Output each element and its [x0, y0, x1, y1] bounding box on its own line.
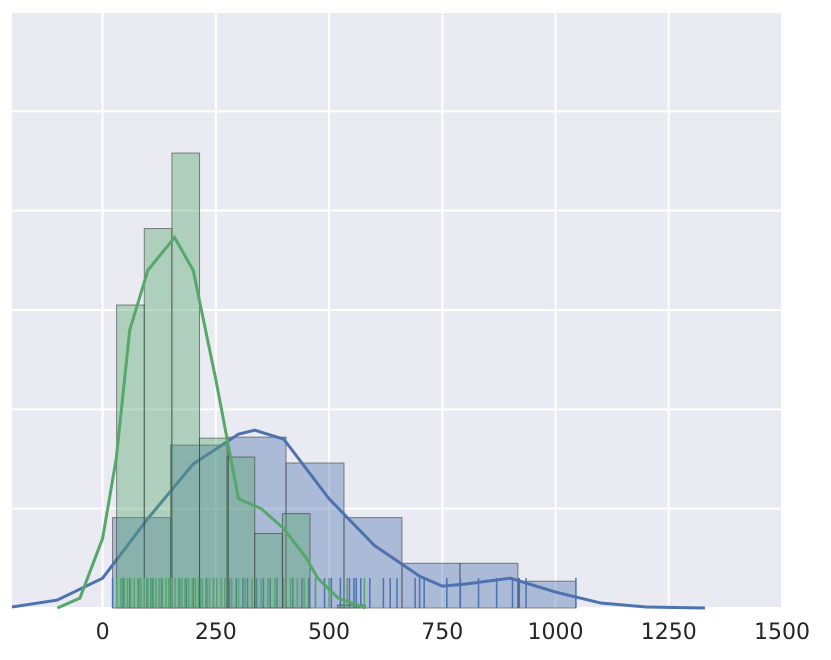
x-tick-label: 1250	[641, 620, 697, 645]
x-tick-label: 500	[308, 620, 350, 645]
histogram-bar	[343, 517, 403, 609]
histogram-bar	[459, 562, 519, 609]
x-tick-label: 250	[195, 620, 237, 645]
x-tick-label: 0	[96, 620, 110, 645]
kde-line	[56, 234, 366, 610]
x-tick-label: 750	[421, 620, 463, 645]
histogram-bar	[171, 152, 201, 609]
x-tick-label: 1000	[528, 620, 584, 645]
kde-line	[11, 428, 706, 610]
x-tick-label: 1500	[754, 620, 810, 645]
histogram-bar	[143, 228, 173, 609]
histogram-bar	[116, 304, 145, 609]
histogram-bar	[281, 513, 311, 609]
